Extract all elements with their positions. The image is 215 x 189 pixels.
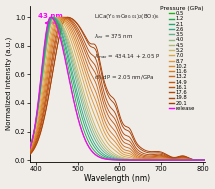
Legend: 0.5, 1.2, 2.1, 2.6, 3.5, 4.0, 4.5, 5.2, 7.0, 8.7, 10.2, 11.6, 13.2, 14.9, 16.1, : 0.5, 1.2, 2.1, 2.6, 3.5, 4.0, 4.5, 5.2, … (160, 5, 204, 112)
X-axis label: Wavelength (nm): Wavelength (nm) (84, 174, 150, 184)
Text: 43 nm: 43 nm (38, 13, 63, 19)
Text: $\lambda_{ex}$ = 375 nm: $\lambda_{ex}$ = 375 nm (94, 32, 133, 41)
Text: LiCa(Y$_{0.99}$Ce$_{0.01}$)$_2$(BO$_3$)$_6$: LiCa(Y$_{0.99}$Ce$_{0.01}$)$_2$(BO$_3$)$… (94, 12, 160, 21)
Y-axis label: Normalized intensity (a.u.): Normalized intensity (a.u.) (6, 37, 12, 130)
Text: d$\lambda$/dP = 2.05 nm/GPa: d$\lambda$/dP = 2.05 nm/GPa (94, 73, 154, 81)
Text: $\lambda_{max}$ = 434.14 + 2.05 P: $\lambda_{max}$ = 434.14 + 2.05 P (94, 53, 160, 61)
